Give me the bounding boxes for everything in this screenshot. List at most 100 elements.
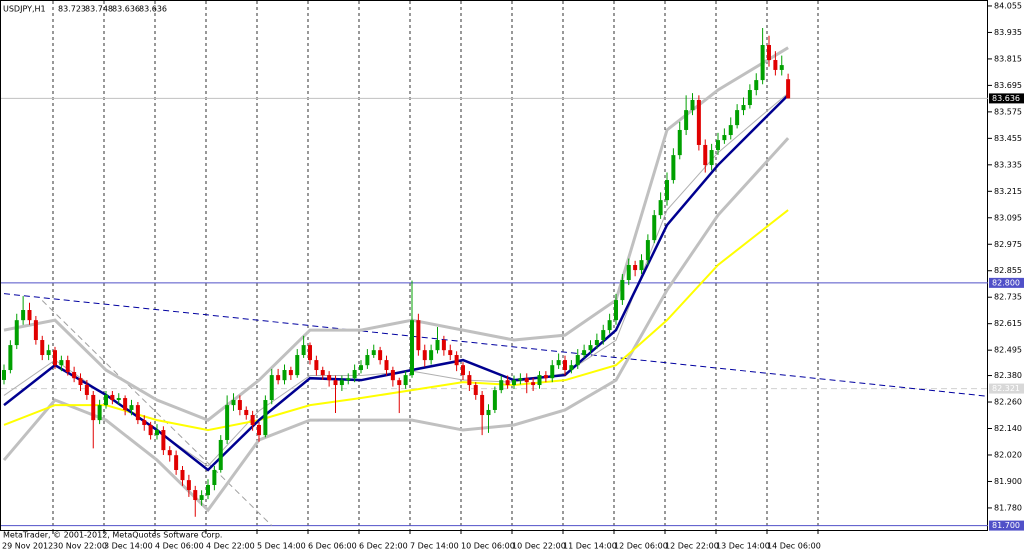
candle-body [263,400,268,436]
candle-body [269,375,274,401]
y-tick-label: 82.735 [994,293,1022,302]
candle-body [773,60,778,70]
candle-body [53,350,57,366]
candle-body [78,378,83,386]
candle-body [652,215,657,241]
level-label: 83.636 [992,94,1020,103]
y-tick-label: 81.780 [994,503,1022,512]
x-tick-label: 11 Dec 14:00 [563,542,617,551]
x-tick-label: 10 Dec 22:00 [512,542,566,551]
x-tick-label: 29 Nov 2012 [2,542,53,551]
candle-body [741,105,746,111]
candle-body [677,129,682,156]
candle-body [218,439,223,470]
candle-body [193,490,198,500]
candle-body [620,280,625,301]
candle-body [747,90,752,106]
candle-body [754,80,759,91]
candle-body [186,480,191,491]
candle-body [410,320,414,376]
y-tick-label: 84.055 [994,1,1022,10]
candle-body [416,320,421,351]
candle-body [167,450,172,456]
level-label: 81.700 [992,521,1020,530]
candle-body [91,394,96,421]
candle-body [212,469,217,485]
candle-body [97,405,102,421]
candle-body [614,300,618,321]
candle-body [161,430,166,451]
candle-body [671,155,676,181]
candle-body [626,265,631,281]
candle-body [116,398,121,401]
y-tick-label: 83.455 [994,134,1022,143]
candle-body [276,375,281,381]
candle-body [129,405,134,410]
x-tick-label: 6 Dec 06:00 [308,542,357,551]
candle-body [155,430,159,436]
candle-body [499,380,504,391]
candle-body [716,140,720,151]
candle-body [135,405,140,421]
candle-body [301,345,306,356]
candle-body [435,340,440,351]
level-label: 82.321 [992,384,1020,393]
candle-body [645,240,650,261]
x-tick-label: 7 Dec 14:00 [410,542,459,551]
y-tick-label: 83.095 [994,213,1022,222]
candle-body [123,398,128,410]
candle-body [665,180,669,201]
candle-body [505,380,510,386]
candle-body [728,125,733,136]
y-tick-label: 83.935 [994,28,1022,37]
candle-body [696,99,701,145]
candle-body [461,365,465,376]
trend-line [41,300,273,526]
candle-body [524,378,529,383]
candle-body [607,320,612,331]
header-symbol: USDJPY,H1 [3,5,46,14]
candle-body [422,350,427,361]
candle-body [512,380,516,386]
candle-body [722,135,727,141]
y-tick-label: 81.900 [994,477,1022,486]
candle-body [779,65,784,70]
candle-body [320,370,325,376]
candle-body [314,360,319,371]
level-label-box [989,383,1024,394]
candle-body [250,415,255,425]
candle-body [84,385,89,395]
candle-body [550,365,555,379]
candle-body [633,265,638,271]
candle-body [346,378,351,381]
y-tick-label: 83.335 [994,160,1022,169]
candle-body [588,345,593,351]
candle-body [690,99,695,111]
y-tick-label: 82.140 [994,424,1022,433]
candle-body [110,394,115,401]
candle-body [333,380,338,386]
candle-body [21,310,26,321]
candle-body [378,350,383,361]
candle-body [8,345,13,371]
candle-body [237,400,242,410]
y-tick-label: 82.615 [994,319,1022,328]
header-open: 83.723 [58,5,86,14]
candle-body [543,375,548,379]
candle-body [282,370,287,381]
candle-body [429,350,434,361]
header-close: 83.636 [139,5,167,14]
candle-body [569,365,574,371]
candle-body [206,484,210,496]
candle-body [295,355,300,376]
header-high: 83.748 [85,5,113,14]
candle-body [352,370,357,379]
y-tick-label: 82.380 [994,371,1022,380]
trend-line [3,293,986,397]
x-tick-label: 3 Dec 14:00 [104,542,153,551]
level-label-box [989,277,1024,288]
candle-body [492,390,497,410]
level-label-box [989,520,1024,531]
candle-body [594,340,599,346]
